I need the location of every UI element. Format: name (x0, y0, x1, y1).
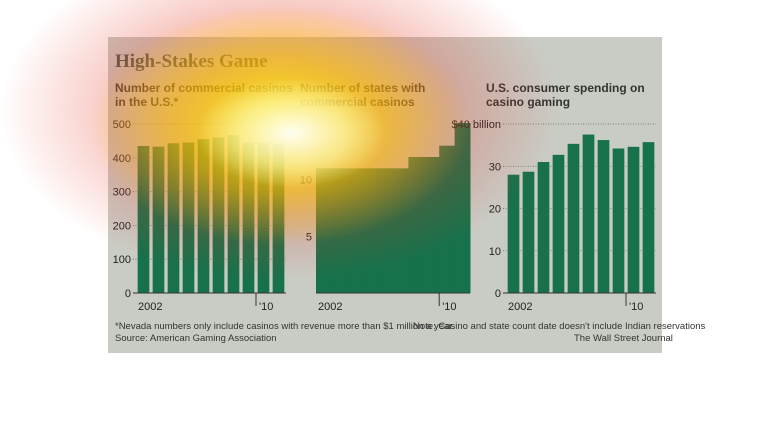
bar (612, 148, 625, 293)
bar (582, 134, 595, 293)
y-tick-label: 0 (125, 288, 131, 300)
bar (362, 168, 379, 293)
y-tick-label: 100 (113, 254, 131, 266)
bar (346, 168, 363, 293)
bar (537, 162, 550, 293)
bar (137, 145, 150, 293)
y-tick-label: 500 (113, 119, 131, 131)
y-tick-label: 20 (489, 204, 501, 216)
y-tick-label: 5 (306, 231, 312, 243)
footnote-reservations: Note: Casino and state count date doesn'… (413, 321, 706, 332)
y-tick-label: $40 billion (451, 119, 501, 131)
bar (507, 174, 520, 293)
bar (423, 157, 440, 293)
bar (393, 168, 409, 293)
y-tick-label: 30 (489, 161, 501, 173)
footnote-nevada: *Nevada numbers only include casinos wit… (115, 321, 455, 332)
bar (642, 142, 655, 293)
bar (552, 154, 565, 293)
y-tick-label: 200 (113, 220, 131, 232)
bar (272, 143, 285, 293)
bar (597, 140, 610, 293)
source-note: Source: American Gaming Association (115, 333, 277, 344)
bar (627, 146, 640, 293)
bar (167, 143, 180, 293)
publisher-credit: The Wall Street Journal (574, 333, 673, 344)
bar (257, 142, 270, 293)
y-tick-label: 10 (300, 175, 312, 187)
bar (522, 171, 535, 293)
x-tick-label: 2002 (138, 301, 162, 313)
bar (197, 139, 210, 293)
bar (182, 142, 195, 293)
bar (212, 137, 225, 293)
x-tick-label: 2002 (508, 301, 532, 313)
bar (242, 142, 255, 293)
bar (439, 145, 456, 293)
bar (316, 168, 332, 293)
bar (454, 123, 471, 293)
bar (567, 143, 580, 293)
x-tick-label: 2002 (318, 301, 342, 313)
x-tick-label: '10 (629, 301, 643, 313)
bar (331, 168, 348, 293)
bar (227, 135, 240, 293)
y-tick-label: 10 (489, 246, 501, 258)
y-tick-label: 0 (495, 288, 501, 300)
y-tick-label: 300 (113, 187, 131, 199)
x-tick-label: '10 (259, 301, 273, 313)
bar (377, 168, 394, 293)
x-tick-label: '10 (442, 301, 456, 313)
bar (152, 146, 165, 293)
bar (408, 157, 425, 293)
y-tick-label: 400 (113, 153, 131, 165)
